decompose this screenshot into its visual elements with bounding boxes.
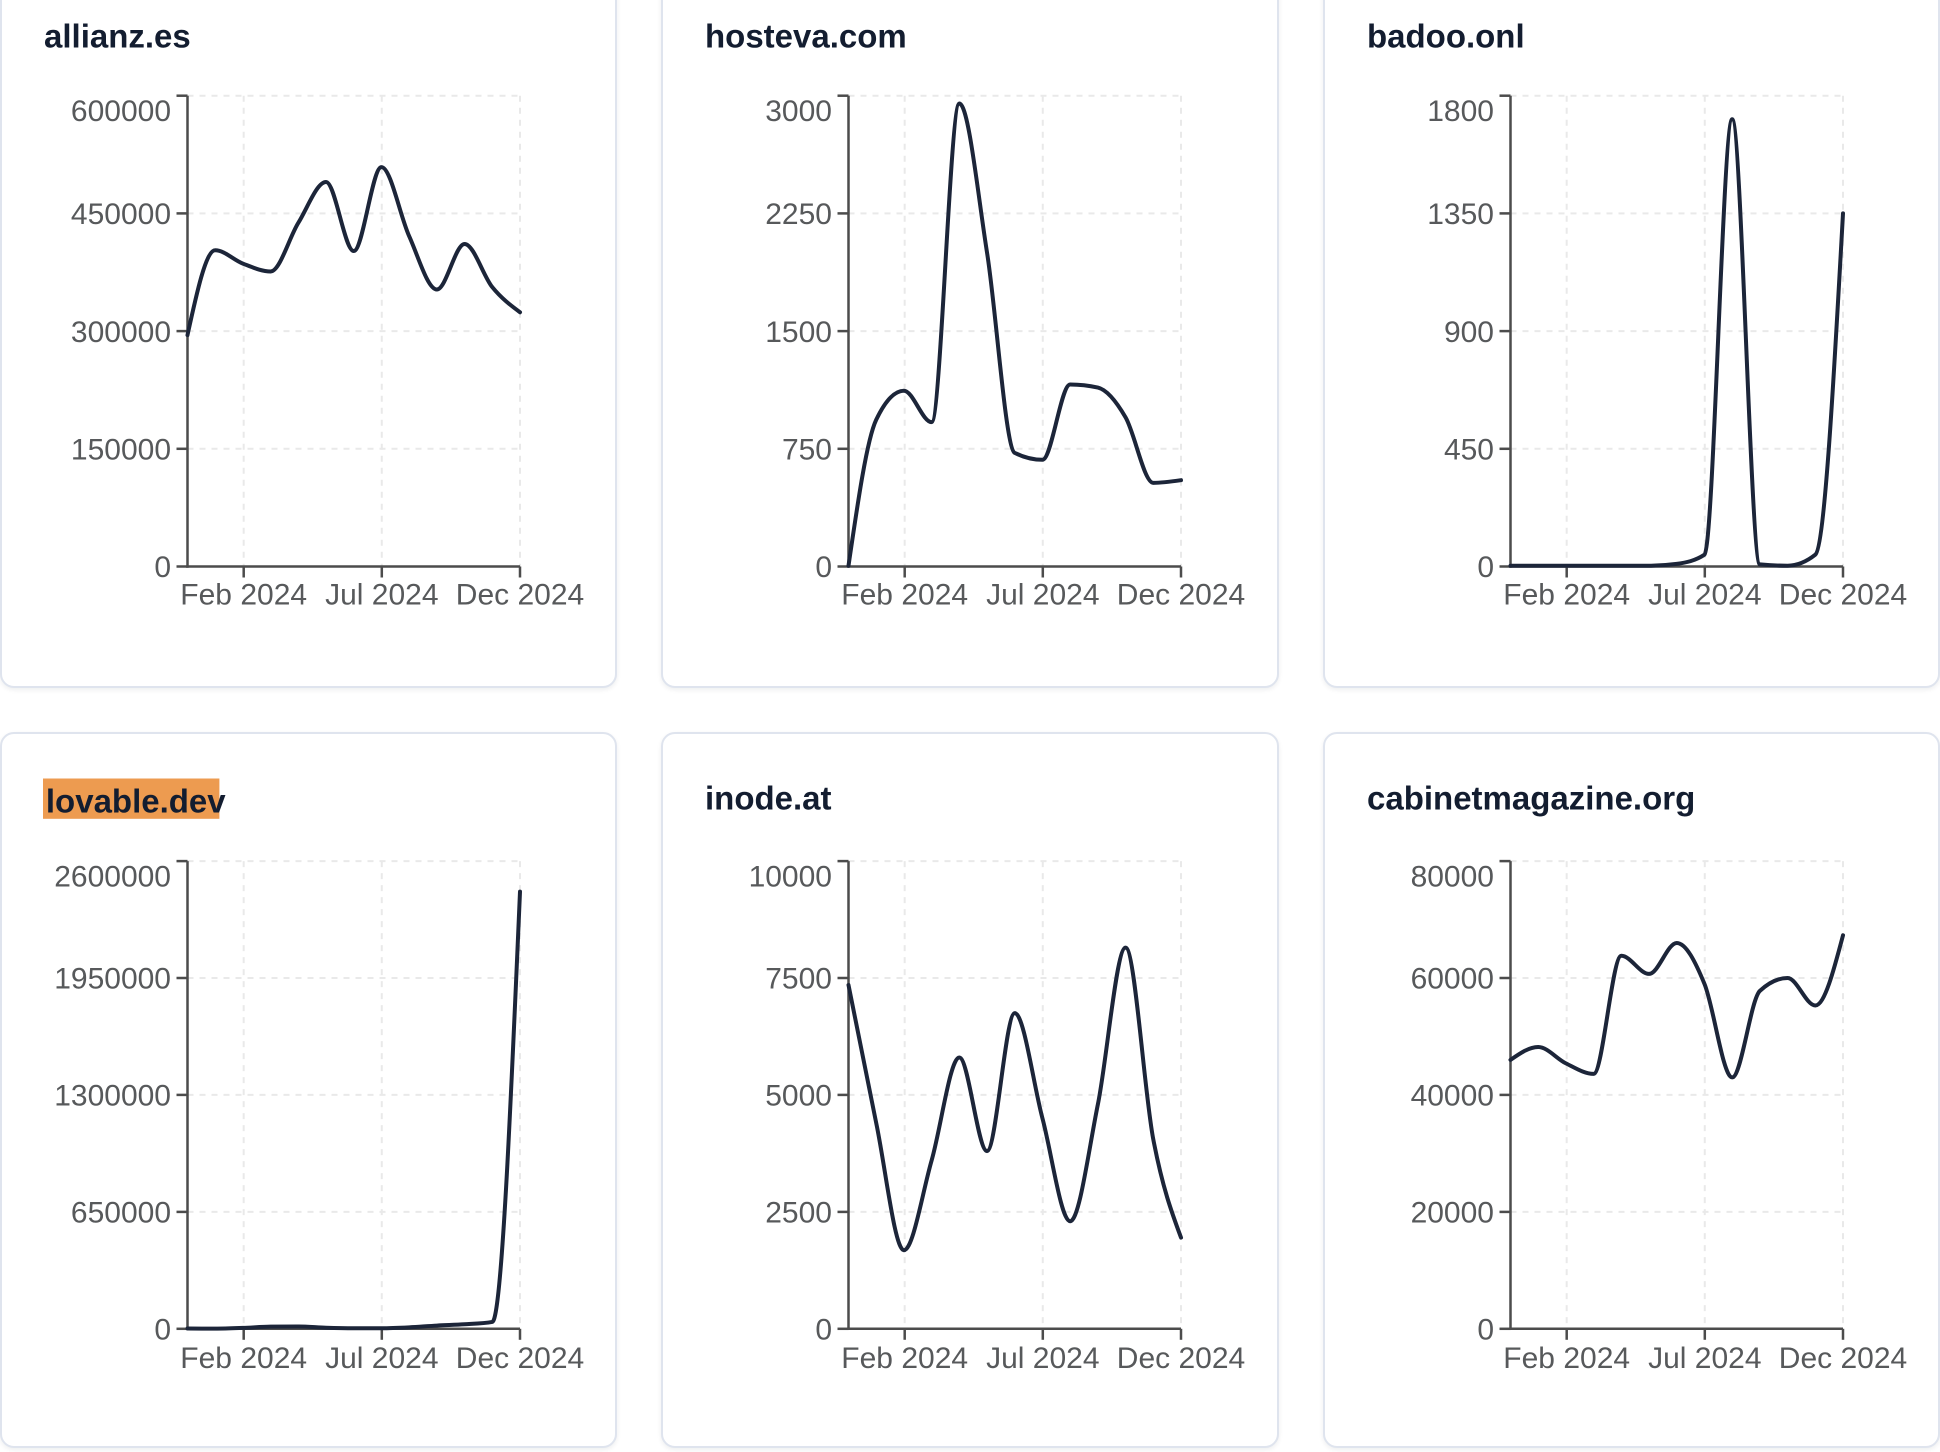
svg-text:2250: 2250	[766, 198, 833, 231]
svg-text:1350: 1350	[1427, 198, 1494, 231]
svg-text:Dec 2024: Dec 2024	[1117, 1342, 1245, 1375]
svg-text:3000: 3000	[766, 95, 833, 128]
svg-text:0: 0	[1477, 1314, 1494, 1347]
svg-text:600000: 600000	[71, 95, 171, 128]
svg-text:1500: 1500	[766, 316, 833, 349]
svg-text:0: 0	[816, 1314, 833, 1347]
svg-text:Feb 2024: Feb 2024	[1503, 579, 1630, 612]
svg-text:Dec 2024: Dec 2024	[1778, 1342, 1906, 1375]
svg-text:40000: 40000	[1410, 1080, 1493, 1113]
svg-text:cabinetmagazine.org: cabinetmagazine.org	[1367, 780, 1695, 817]
svg-text:60000: 60000	[1410, 963, 1493, 996]
svg-text:Jul 2024: Jul 2024	[325, 1342, 438, 1375]
svg-text:Jul 2024: Jul 2024	[1648, 579, 1761, 612]
svg-text:Feb 2024: Feb 2024	[180, 579, 307, 612]
svg-text:450: 450	[1444, 434, 1494, 467]
svg-text:lovable.dev: lovable.dev	[46, 783, 226, 820]
svg-text:Feb 2024: Feb 2024	[842, 579, 969, 612]
svg-text:Feb 2024: Feb 2024	[180, 1342, 307, 1375]
svg-text:450000: 450000	[71, 198, 171, 231]
svg-text:0: 0	[154, 551, 171, 584]
svg-text:0: 0	[154, 1314, 171, 1347]
svg-text:10000: 10000	[749, 860, 832, 893]
svg-text:900: 900	[1444, 316, 1494, 349]
svg-text:650000: 650000	[71, 1197, 171, 1230]
svg-text:1950000: 1950000	[54, 963, 171, 996]
svg-text:Jul 2024: Jul 2024	[986, 579, 1099, 612]
svg-text:Feb 2024: Feb 2024	[842, 1342, 969, 1375]
svg-text:750: 750	[782, 434, 832, 467]
svg-text:7500: 7500	[766, 963, 833, 996]
svg-text:allianz.es: allianz.es	[44, 17, 191, 54]
svg-text:Feb 2024: Feb 2024	[1503, 1342, 1630, 1375]
svg-text:80000: 80000	[1410, 860, 1493, 893]
svg-text:1300000: 1300000	[54, 1080, 171, 1113]
svg-text:Dec 2024: Dec 2024	[1778, 579, 1906, 612]
svg-text:Jul 2024: Jul 2024	[1648, 1342, 1761, 1375]
svg-text:150000: 150000	[71, 434, 171, 467]
svg-text:hosteva.com: hosteva.com	[705, 17, 907, 54]
svg-text:Jul 2024: Jul 2024	[986, 1342, 1099, 1375]
svg-text:2600000: 2600000	[54, 860, 171, 893]
svg-text:Dec 2024: Dec 2024	[1117, 579, 1245, 612]
svg-text:2500: 2500	[766, 1197, 833, 1230]
svg-text:badoo.onl: badoo.onl	[1367, 17, 1525, 54]
svg-text:0: 0	[1477, 551, 1494, 584]
svg-text:20000: 20000	[1410, 1197, 1493, 1230]
svg-text:Jul 2024: Jul 2024	[325, 579, 438, 612]
svg-text:inode.at: inode.at	[705, 780, 832, 817]
svg-text:0: 0	[816, 551, 833, 584]
svg-text:Dec 2024: Dec 2024	[456, 1342, 584, 1375]
svg-text:1800: 1800	[1427, 95, 1494, 128]
svg-text:Dec 2024: Dec 2024	[456, 579, 584, 612]
svg-text:300000: 300000	[71, 316, 171, 349]
svg-text:5000: 5000	[766, 1080, 833, 1113]
